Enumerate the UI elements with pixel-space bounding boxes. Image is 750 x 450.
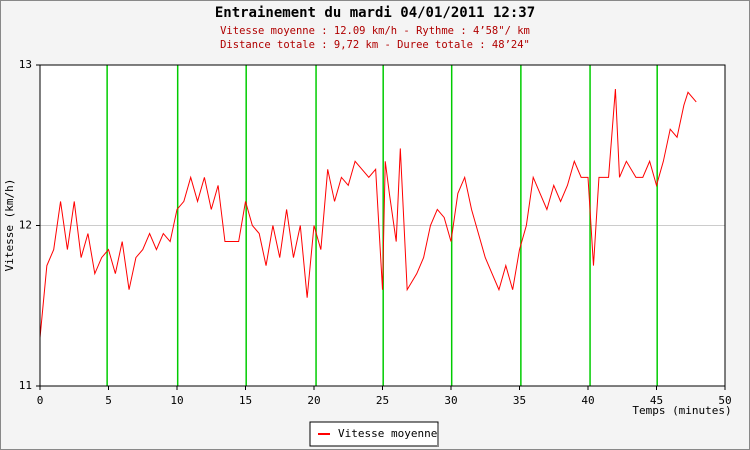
legend-box [309,421,439,447]
x-tick-label: 50 [718,394,731,407]
subtitle: Distance totale : 9,72 km - Duree totale… [220,39,530,51]
y-tick-label: 13 [19,58,32,71]
x-tick-label: 25 [376,394,389,407]
x-tick-label: 45 [650,394,663,407]
x-tick-label: 5 [105,394,112,407]
x-tick-label: 0 [37,394,44,407]
chart-title: Entrainement du mardi 04/01/2011 12:37 [215,5,535,21]
y-tick-label: 11 [19,379,32,392]
x-tick-label: 20 [307,394,320,407]
y-axis-label: Vitesse (km/h) [3,179,16,272]
x-tick-label: 40 [581,394,594,407]
x-tick-label: 30 [444,394,457,407]
legend-label: Vitesse moyenne [338,427,437,440]
subtitle: Vitesse moyenne : 12.09 km/h - Rythme : … [220,25,530,37]
x-tick-label: 35 [513,394,526,407]
x-axis-label: Temps (minutes) [632,404,731,417]
data-line [39,89,697,338]
plot-border [39,64,726,387]
x-tick-label: 15 [239,394,252,407]
y-tick-label: 12 [19,219,32,232]
x-tick-label: 10 [170,394,183,407]
